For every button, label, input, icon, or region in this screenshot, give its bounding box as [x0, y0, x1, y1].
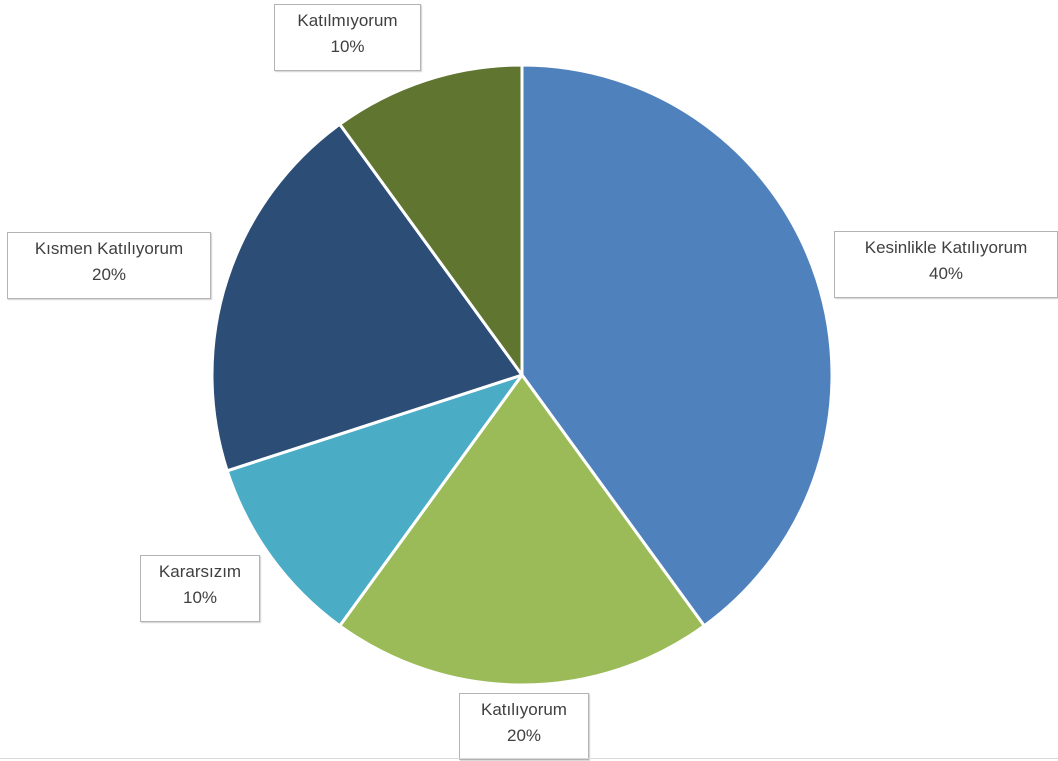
data-label-kismen-katiliyorum: Kısmen Katılıyorum 20%	[7, 232, 211, 299]
data-label-percent: 10%	[182, 588, 218, 607]
data-label-category: Katılmıyorum	[297, 11, 398, 30]
pie-slice-3	[225, 373, 524, 628]
data-label-percent: 10%	[330, 37, 365, 56]
data-label-katilmiyorum: Katılmıyorum 10%	[274, 4, 421, 71]
data-label-category: Kısmen Katılıyorum	[34, 239, 184, 258]
pie-slice-1	[520, 63, 834, 628]
data-label-katiliyorum: Katılıyorum 20%	[459, 693, 589, 760]
data-label-percent: 40%	[928, 264, 964, 283]
pie-slice-4	[210, 122, 524, 473]
data-label-category: Kararsızım	[158, 562, 242, 581]
pie-slice-2	[338, 373, 706, 687]
chart-bottom-border	[0, 758, 1058, 759]
pie-slice-5	[338, 63, 524, 377]
data-label-percent: 20%	[91, 265, 127, 284]
data-label-category: Katılıyorum	[481, 700, 567, 719]
data-label-percent: 20%	[506, 726, 542, 745]
data-label-kararsizim: Kararsızım 10%	[140, 555, 260, 622]
data-label-category: Kesinlikle Katılıyorum	[864, 238, 1028, 257]
data-label-kesinlikle-katiliyorum: Kesinlikle Katılıyorum 40%	[834, 231, 1058, 298]
